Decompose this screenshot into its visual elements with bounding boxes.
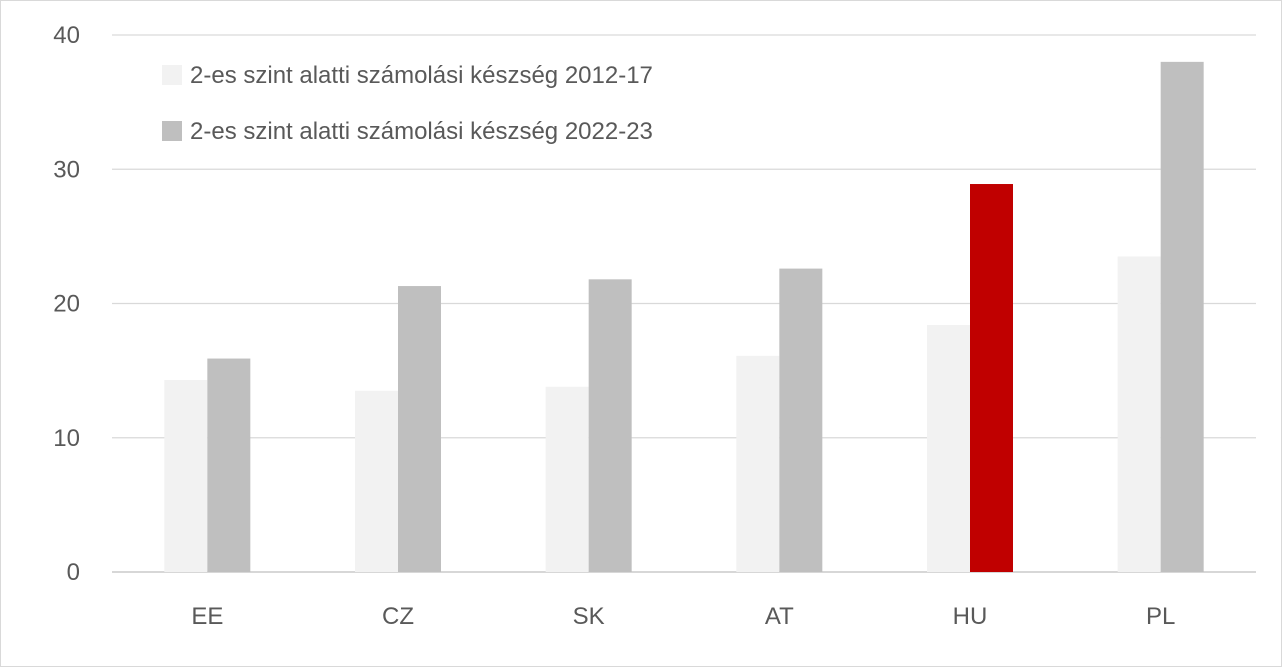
y-tick-label: 10 bbox=[53, 425, 80, 452]
bar-sk-series-1 bbox=[545, 386, 589, 572]
legend-swatch bbox=[162, 65, 182, 85]
gridlines bbox=[112, 34, 1256, 573]
y-tick-label: 30 bbox=[53, 156, 80, 183]
x-tick-label: HU bbox=[953, 603, 988, 630]
bar-ee-series-2 bbox=[207, 358, 251, 572]
bar-at-series-1 bbox=[736, 355, 780, 572]
bar-hu-series-1 bbox=[927, 324, 970, 572]
x-tick-label: EE bbox=[191, 603, 223, 630]
bar-pl-series-2 bbox=[1160, 61, 1204, 572]
x-tick-label: AT bbox=[765, 603, 794, 630]
x-axis-ticks: EE CZ SK AT HU PL bbox=[191, 603, 1175, 630]
legend-swatch bbox=[162, 121, 182, 141]
bar-sk-series-2 bbox=[588, 279, 632, 572]
x-tick-label: SK bbox=[573, 603, 605, 630]
y-axis-ticks: 0 10 20 30 40 bbox=[53, 22, 80, 586]
y-tick-label: 20 bbox=[53, 291, 80, 318]
y-tick-label: 0 bbox=[67, 559, 80, 586]
legend-label: 2-es szint alatti számolási készség 2022… bbox=[190, 118, 653, 145]
y-tick-label: 40 bbox=[53, 22, 80, 49]
bars bbox=[164, 61, 1204, 572]
bar-pl-series-1 bbox=[1117, 256, 1161, 572]
x-tick-label: CZ bbox=[382, 603, 414, 630]
bar-cz-series-1 bbox=[355, 390, 398, 572]
bar-hu-series-2 bbox=[970, 184, 1013, 572]
bar-cz-series-2 bbox=[398, 286, 441, 572]
x-tick-label: PL bbox=[1146, 603, 1175, 630]
legend: 2-es szint alatti számolási készség 2012… bbox=[162, 62, 653, 145]
bar-at-series-2 bbox=[779, 268, 823, 572]
bar-ee-series-1 bbox=[164, 380, 208, 572]
legend-label: 2-es szint alatti számolási készség 2012… bbox=[190, 62, 653, 89]
